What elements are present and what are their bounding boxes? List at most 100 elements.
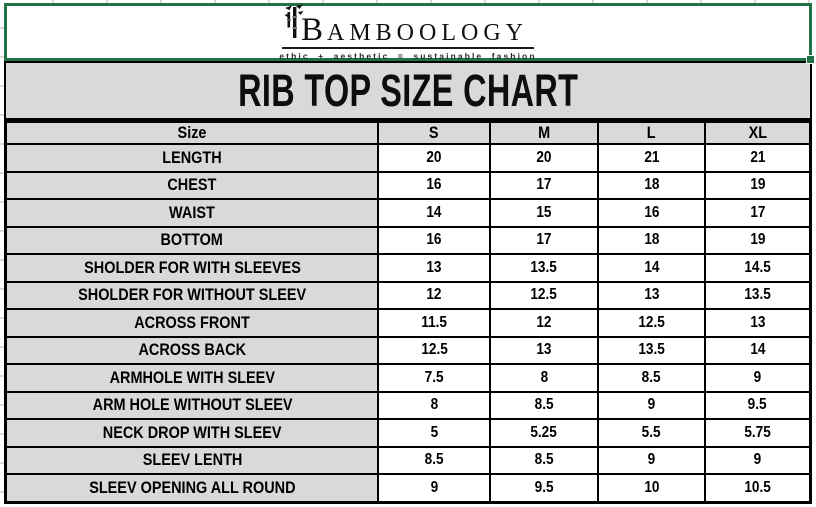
value-cell[interactable]: 21 — [596, 143, 707, 173]
cell-value: 12.5 — [420, 341, 448, 359]
value-cell[interactable]: 12 — [489, 308, 599, 338]
value-cell[interactable]: 12.5 — [596, 308, 707, 338]
value-cell[interactable]: 5.5 — [596, 418, 707, 448]
value-cell[interactable]: 9.5 — [704, 390, 812, 421]
cell-value: 9 — [430, 479, 438, 497]
header-row: Size S M L XL — [4, 120, 812, 145]
value-cell[interactable]: 14 — [596, 253, 707, 283]
value-cell[interactable]: 9 — [377, 473, 492, 504]
value-cell[interactable]: 19 — [704, 225, 812, 256]
cell-value: 8 — [540, 368, 548, 386]
col-header-label: M — [538, 123, 551, 142]
row-label-cell[interactable]: ACROSS FRONT — [4, 308, 380, 338]
value-cell[interactable]: 18 — [596, 225, 707, 256]
value-cell[interactable]: 19 — [704, 170, 812, 201]
col-header-s[interactable]: S — [377, 120, 492, 145]
value-cell[interactable]: 5.75 — [704, 418, 812, 448]
value-cell[interactable]: 5.25 — [489, 418, 599, 448]
value-cell[interactable]: 13.5 — [704, 280, 812, 311]
cell-value: 5.25 — [530, 423, 558, 441]
value-cell[interactable]: 15 — [489, 198, 599, 228]
row-label-cell[interactable]: WAIST — [4, 198, 380, 228]
chart-title-cell[interactable]: RIB TOP SIZE CHART — [4, 61, 812, 120]
value-cell[interactable]: 18 — [596, 170, 707, 201]
value-cell[interactable]: 8 — [489, 363, 599, 393]
value-cell[interactable]: 16 — [377, 170, 492, 201]
value-cell[interactable]: 11.5 — [377, 308, 492, 338]
value-cell[interactable]: 9 — [596, 445, 707, 476]
row-label-cell[interactable]: SLEEV OPENING ALL ROUND — [4, 473, 380, 504]
cell-value: 16 — [643, 203, 660, 221]
row-label-cell[interactable]: LENGTH — [4, 143, 380, 173]
cell-value: 13.5 — [744, 286, 771, 304]
cell-value: 17 — [536, 176, 552, 194]
value-cell[interactable]: 13 — [704, 308, 812, 338]
cell-value: 20 — [426, 148, 442, 166]
row-label-cell[interactable]: ACROSS BACK — [4, 335, 380, 366]
value-cell[interactable]: 20 — [377, 143, 492, 173]
table-row: SLEEV LENTH 8.5 8.5 9 9 — [4, 445, 812, 476]
cell-value: 18 — [643, 231, 660, 249]
brand-name-initial: B — [300, 12, 327, 49]
row-label-cell[interactable]: SLEEV LENTH — [4, 445, 380, 476]
row-label-cell[interactable]: NECK DROP WITH SLEEV — [4, 418, 380, 448]
cell-value: 5 — [430, 423, 438, 441]
value-cell[interactable]: 14 — [377, 198, 492, 228]
row-label-cell[interactable]: SHOLDER FOR WITH SLEEVES — [4, 253, 380, 283]
cell-value: 8 — [430, 396, 438, 414]
logo-cell-selected[interactable]: B AMBOOLOGY ethic + aesthetic = sustainab… — [4, 3, 815, 64]
value-cell[interactable]: 5 — [377, 418, 492, 448]
value-cell[interactable]: 16 — [377, 225, 492, 256]
cell-value: 21 — [749, 148, 766, 166]
value-cell[interactable]: 13 — [377, 253, 492, 283]
col-header-m[interactable]: M — [489, 120, 599, 145]
row-label-cell[interactable]: CHEST — [4, 170, 380, 201]
brand-tagline: ethic + aesthetic = sustainable fashion — [279, 50, 537, 61]
value-cell[interactable]: 13 — [596, 280, 707, 311]
row-label-cell[interactable]: BOTTOM — [4, 225, 380, 256]
value-cell[interactable]: 9 — [596, 390, 707, 421]
value-cell[interactable]: 17 — [489, 170, 599, 201]
value-cell[interactable]: 13.5 — [596, 335, 707, 366]
value-cell[interactable]: 8 — [377, 390, 492, 421]
cell-value: 21 — [643, 148, 660, 166]
value-cell[interactable]: 10.5 — [704, 473, 812, 504]
row-label-cell[interactable]: ARMHOLE WITH SLEEV — [4, 363, 380, 393]
value-cell[interactable]: 8.5 — [596, 363, 707, 393]
value-cell[interactable]: 12.5 — [377, 335, 492, 366]
value-cell[interactable]: 7.5 — [377, 363, 492, 393]
table-row: BOTTOM 16 17 18 19 — [4, 225, 812, 256]
value-cell[interactable]: 8.5 — [377, 445, 492, 476]
value-cell[interactable]: 16 — [596, 198, 707, 228]
value-cell[interactable]: 8.5 — [489, 390, 599, 421]
value-cell[interactable]: 9 — [704, 363, 812, 393]
row-label: ARM HOLE WITHOUT SLEEV — [92, 395, 293, 415]
value-cell[interactable]: 17 — [704, 198, 812, 228]
col-header-xl[interactable]: XL — [704, 120, 812, 145]
value-cell[interactable]: 12.5 — [489, 280, 599, 311]
cell-value: 14 — [426, 203, 442, 221]
table-row: WAIST 14 15 16 17 — [4, 198, 812, 228]
bamboo-icon — [284, 4, 304, 44]
value-cell[interactable]: 14.5 — [704, 253, 812, 283]
value-cell[interactable]: 17 — [489, 225, 599, 256]
value-cell[interactable]: 13 — [489, 335, 599, 366]
value-cell[interactable]: 9 — [704, 445, 812, 476]
value-cell[interactable]: 21 — [704, 143, 812, 173]
value-cell[interactable]: 10 — [596, 473, 707, 504]
row-label-cell[interactable]: SHOLDER FOR WITHOUT SLEEV — [4, 280, 380, 311]
col-header-size[interactable]: Size — [4, 120, 380, 145]
col-header-l[interactable]: L — [596, 120, 707, 145]
value-cell[interactable]: 20 — [489, 143, 599, 173]
row-label-cell[interactable]: ARM HOLE WITHOUT SLEEV — [4, 390, 380, 421]
value-cell[interactable]: 12 — [377, 280, 492, 311]
row-label: LENGTH — [162, 147, 222, 167]
value-cell[interactable]: 13.5 — [489, 253, 599, 283]
value-cell[interactable]: 14 — [704, 335, 812, 366]
selection-fill-handle[interactable] — [806, 55, 815, 64]
value-cell[interactable]: 9.5 — [489, 473, 599, 504]
value-cell[interactable]: 8.5 — [489, 445, 599, 476]
cell-value: 12 — [536, 313, 552, 331]
cell-value: 5.75 — [744, 423, 771, 441]
